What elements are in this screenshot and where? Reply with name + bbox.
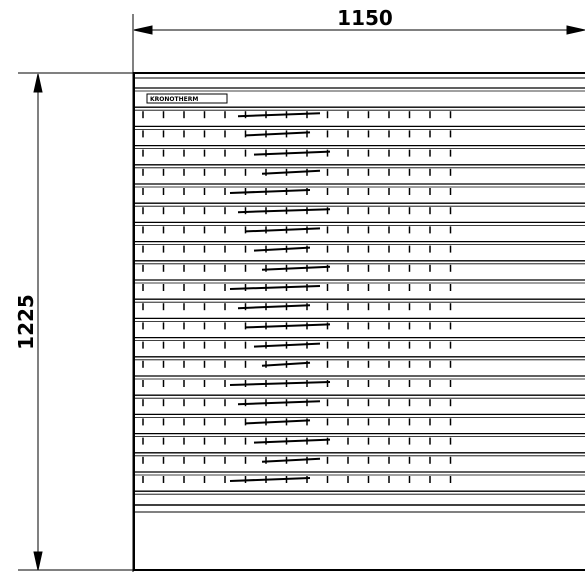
- slat-shade: [229, 285, 321, 290]
- slat-shade: [245, 323, 331, 329]
- slat-shade: [253, 342, 321, 348]
- slat-shade: [261, 169, 321, 175]
- slat-shade: [261, 361, 311, 367]
- slat-shade: [229, 189, 311, 194]
- louvers: [134, 87, 585, 495]
- slat-shade: [237, 208, 331, 214]
- slat-shade: [261, 457, 321, 463]
- label-plate: [146, 93, 228, 104]
- arrow: [33, 73, 43, 93]
- brand-label: KRONOTHERM: [150, 96, 198, 103]
- slat-shade: [237, 304, 311, 310]
- slat-shade: [253, 150, 331, 156]
- slat-shade: [245, 419, 311, 425]
- slat-shade: [245, 131, 311, 137]
- slat-shade: [237, 112, 321, 118]
- height-dimension: 1225: [14, 294, 38, 350]
- arrow: [566, 25, 585, 35]
- slat-shade: [229, 477, 311, 482]
- width-dimension: 1150: [337, 6, 393, 30]
- slat-shade: [253, 246, 311, 252]
- slat-shade: [229, 381, 331, 386]
- arrow: [33, 551, 43, 571]
- slat-shade: [261, 265, 331, 271]
- slat-shade: [245, 227, 321, 233]
- slat-shade: [237, 400, 321, 406]
- slat-shade: [253, 438, 331, 444]
- arrow: [133, 25, 153, 35]
